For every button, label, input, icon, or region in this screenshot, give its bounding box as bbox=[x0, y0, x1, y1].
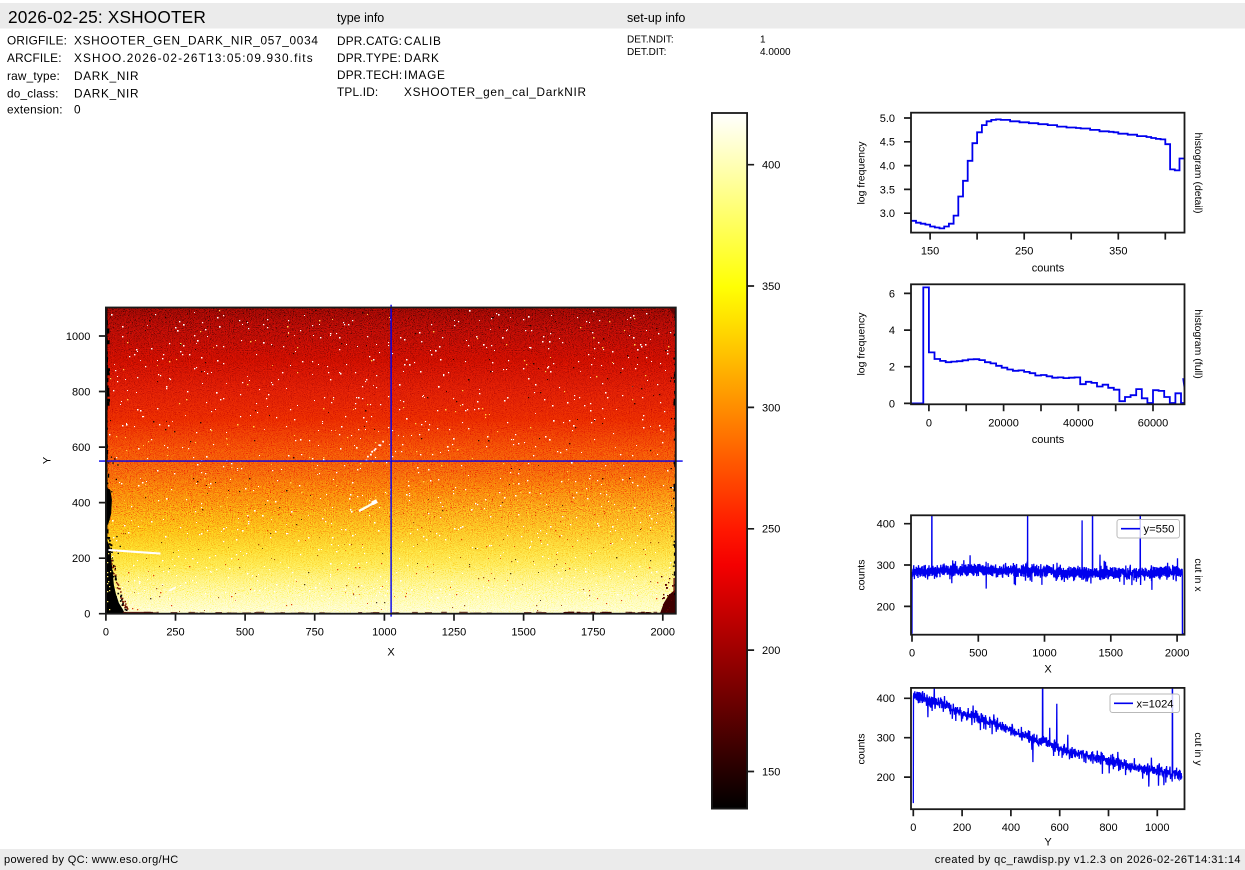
svg-text:0: 0 bbox=[103, 627, 109, 639]
svg-text:150: 150 bbox=[921, 246, 939, 258]
svg-text:1250: 1250 bbox=[442, 627, 466, 639]
svg-text:750: 750 bbox=[306, 627, 324, 639]
svg-text:300: 300 bbox=[877, 560, 895, 572]
svg-text:400: 400 bbox=[72, 498, 90, 510]
svg-text:1000: 1000 bbox=[372, 627, 396, 639]
svg-text:1750: 1750 bbox=[581, 627, 605, 639]
svg-text:20000: 20000 bbox=[988, 417, 1019, 429]
svg-text:X: X bbox=[1044, 664, 1052, 676]
svg-text:y=550: y=550 bbox=[1144, 524, 1175, 536]
svg-text:600: 600 bbox=[72, 442, 90, 454]
svg-text:log frequency: log frequency bbox=[856, 312, 868, 376]
svg-text:extension:: extension: bbox=[7, 103, 63, 117]
svg-text:3.5: 3.5 bbox=[880, 184, 895, 196]
svg-text:2000: 2000 bbox=[651, 627, 675, 639]
svg-text:300: 300 bbox=[762, 402, 780, 414]
svg-text:2: 2 bbox=[889, 362, 895, 374]
svg-text:350: 350 bbox=[762, 281, 780, 293]
svg-text:counts: counts bbox=[1032, 262, 1065, 274]
svg-text:5.0: 5.0 bbox=[880, 113, 895, 125]
svg-text:40000: 40000 bbox=[1063, 417, 1094, 429]
svg-text:XSHOOTER_gen_cal_DarkNIR: XSHOOTER_gen_cal_DarkNIR bbox=[404, 85, 587, 99]
svg-text:histogram (detail): histogram (detail) bbox=[1192, 132, 1204, 213]
svg-text:DET.NDIT:: DET.NDIT: bbox=[627, 35, 674, 46]
svg-text:X: X bbox=[387, 647, 395, 659]
svg-text:4.5: 4.5 bbox=[880, 137, 895, 149]
svg-text:0: 0 bbox=[910, 822, 916, 834]
svg-text:type info: type info bbox=[337, 11, 384, 25]
svg-text:ORIGFILE:: ORIGFILE: bbox=[7, 34, 67, 48]
svg-text:60000: 60000 bbox=[1138, 417, 1169, 429]
svg-text:6: 6 bbox=[889, 288, 895, 300]
svg-text:x=1024: x=1024 bbox=[1137, 698, 1174, 710]
svg-text:1500: 1500 bbox=[1099, 648, 1123, 660]
svg-text:Y: Y bbox=[42, 456, 54, 464]
svg-text:raw_type:: raw_type: bbox=[7, 69, 60, 83]
svg-text:DARK_NIR: DARK_NIR bbox=[74, 87, 139, 101]
svg-text:Y: Y bbox=[1044, 837, 1052, 849]
svg-text:1000: 1000 bbox=[1032, 648, 1056, 660]
svg-text:0: 0 bbox=[909, 648, 915, 660]
svg-text:200: 200 bbox=[877, 772, 895, 784]
svg-text:DPR.TECH:: DPR.TECH: bbox=[337, 68, 402, 82]
svg-text:DPR.TYPE:: DPR.TYPE: bbox=[337, 51, 401, 65]
svg-text:DARK_NIR: DARK_NIR bbox=[74, 69, 139, 83]
svg-text:cut in x: cut in x bbox=[1192, 558, 1204, 592]
svg-text:IMAGE: IMAGE bbox=[404, 68, 446, 82]
svg-text:1: 1 bbox=[760, 35, 766, 46]
svg-text:counts: counts bbox=[856, 560, 868, 591]
svg-text:XSHOOTER_GEN_DARK_NIR_057_0034: XSHOOTER_GEN_DARK_NIR_057_0034 bbox=[74, 34, 319, 48]
svg-text:counts: counts bbox=[856, 734, 868, 765]
svg-text:1000: 1000 bbox=[66, 331, 90, 343]
svg-text:0: 0 bbox=[889, 398, 895, 410]
svg-text:4.0000: 4.0000 bbox=[760, 47, 791, 58]
svg-text:TPL.ID:: TPL.ID: bbox=[337, 85, 378, 99]
svg-text:250: 250 bbox=[166, 627, 184, 639]
svg-text:150: 150 bbox=[762, 766, 780, 778]
svg-text:DET.DIT:: DET.DIT: bbox=[627, 47, 666, 58]
svg-text:1000: 1000 bbox=[1145, 822, 1169, 834]
svg-text:counts: counts bbox=[1032, 434, 1065, 446]
svg-text:400: 400 bbox=[1002, 822, 1020, 834]
svg-text:4.0: 4.0 bbox=[880, 161, 895, 173]
svg-text:created by qc_rawdisp.py v1.2.: created by qc_rawdisp.py v1.2.3 on 2026-… bbox=[935, 854, 1241, 866]
svg-text:800: 800 bbox=[1099, 822, 1117, 834]
svg-text:400: 400 bbox=[877, 693, 895, 705]
svg-text:DARK: DARK bbox=[404, 51, 440, 65]
svg-text:400: 400 bbox=[877, 519, 895, 531]
svg-text:500: 500 bbox=[236, 627, 254, 639]
svg-text:2026-02-25: XSHOOTER: 2026-02-25: XSHOOTER bbox=[8, 7, 206, 27]
svg-text:250: 250 bbox=[1015, 246, 1033, 258]
svg-text:200: 200 bbox=[953, 822, 971, 834]
svg-text:0: 0 bbox=[926, 417, 932, 429]
svg-text:1500: 1500 bbox=[511, 627, 535, 639]
svg-text:400: 400 bbox=[762, 160, 780, 172]
svg-text:600: 600 bbox=[1051, 822, 1069, 834]
svg-text:log frequency: log frequency bbox=[856, 141, 868, 205]
svg-text:500: 500 bbox=[969, 648, 987, 660]
svg-text:powered by QC: www.eso.org/HC: powered by QC: www.eso.org/HC bbox=[4, 854, 179, 866]
svg-text:ARCFILE:: ARCFILE: bbox=[7, 51, 62, 65]
svg-text:350: 350 bbox=[1109, 246, 1127, 258]
svg-text:do_class:: do_class: bbox=[7, 87, 59, 101]
svg-text:800: 800 bbox=[72, 386, 90, 398]
svg-text:300: 300 bbox=[877, 733, 895, 745]
svg-text:200: 200 bbox=[72, 553, 90, 565]
svg-text:CALIB: CALIB bbox=[404, 34, 442, 48]
svg-text:200: 200 bbox=[877, 601, 895, 613]
svg-text:cut in y: cut in y bbox=[1192, 732, 1204, 766]
svg-text:4: 4 bbox=[889, 325, 895, 337]
svg-text:250: 250 bbox=[762, 524, 780, 536]
svg-text:3.0: 3.0 bbox=[880, 208, 895, 220]
svg-text:XSHOO.2026-02-26T13:05:09.930.: XSHOO.2026-02-26T13:05:09.930.fits bbox=[74, 51, 314, 65]
svg-text:histogram (full): histogram (full) bbox=[1192, 309, 1204, 378]
svg-text:0: 0 bbox=[84, 609, 90, 621]
svg-text:set-up info: set-up info bbox=[627, 11, 685, 25]
svg-text:DPR.CATG:: DPR.CATG: bbox=[337, 34, 402, 48]
svg-text:200: 200 bbox=[762, 645, 780, 657]
svg-text:0: 0 bbox=[74, 103, 81, 117]
svg-text:2000: 2000 bbox=[1165, 648, 1189, 660]
